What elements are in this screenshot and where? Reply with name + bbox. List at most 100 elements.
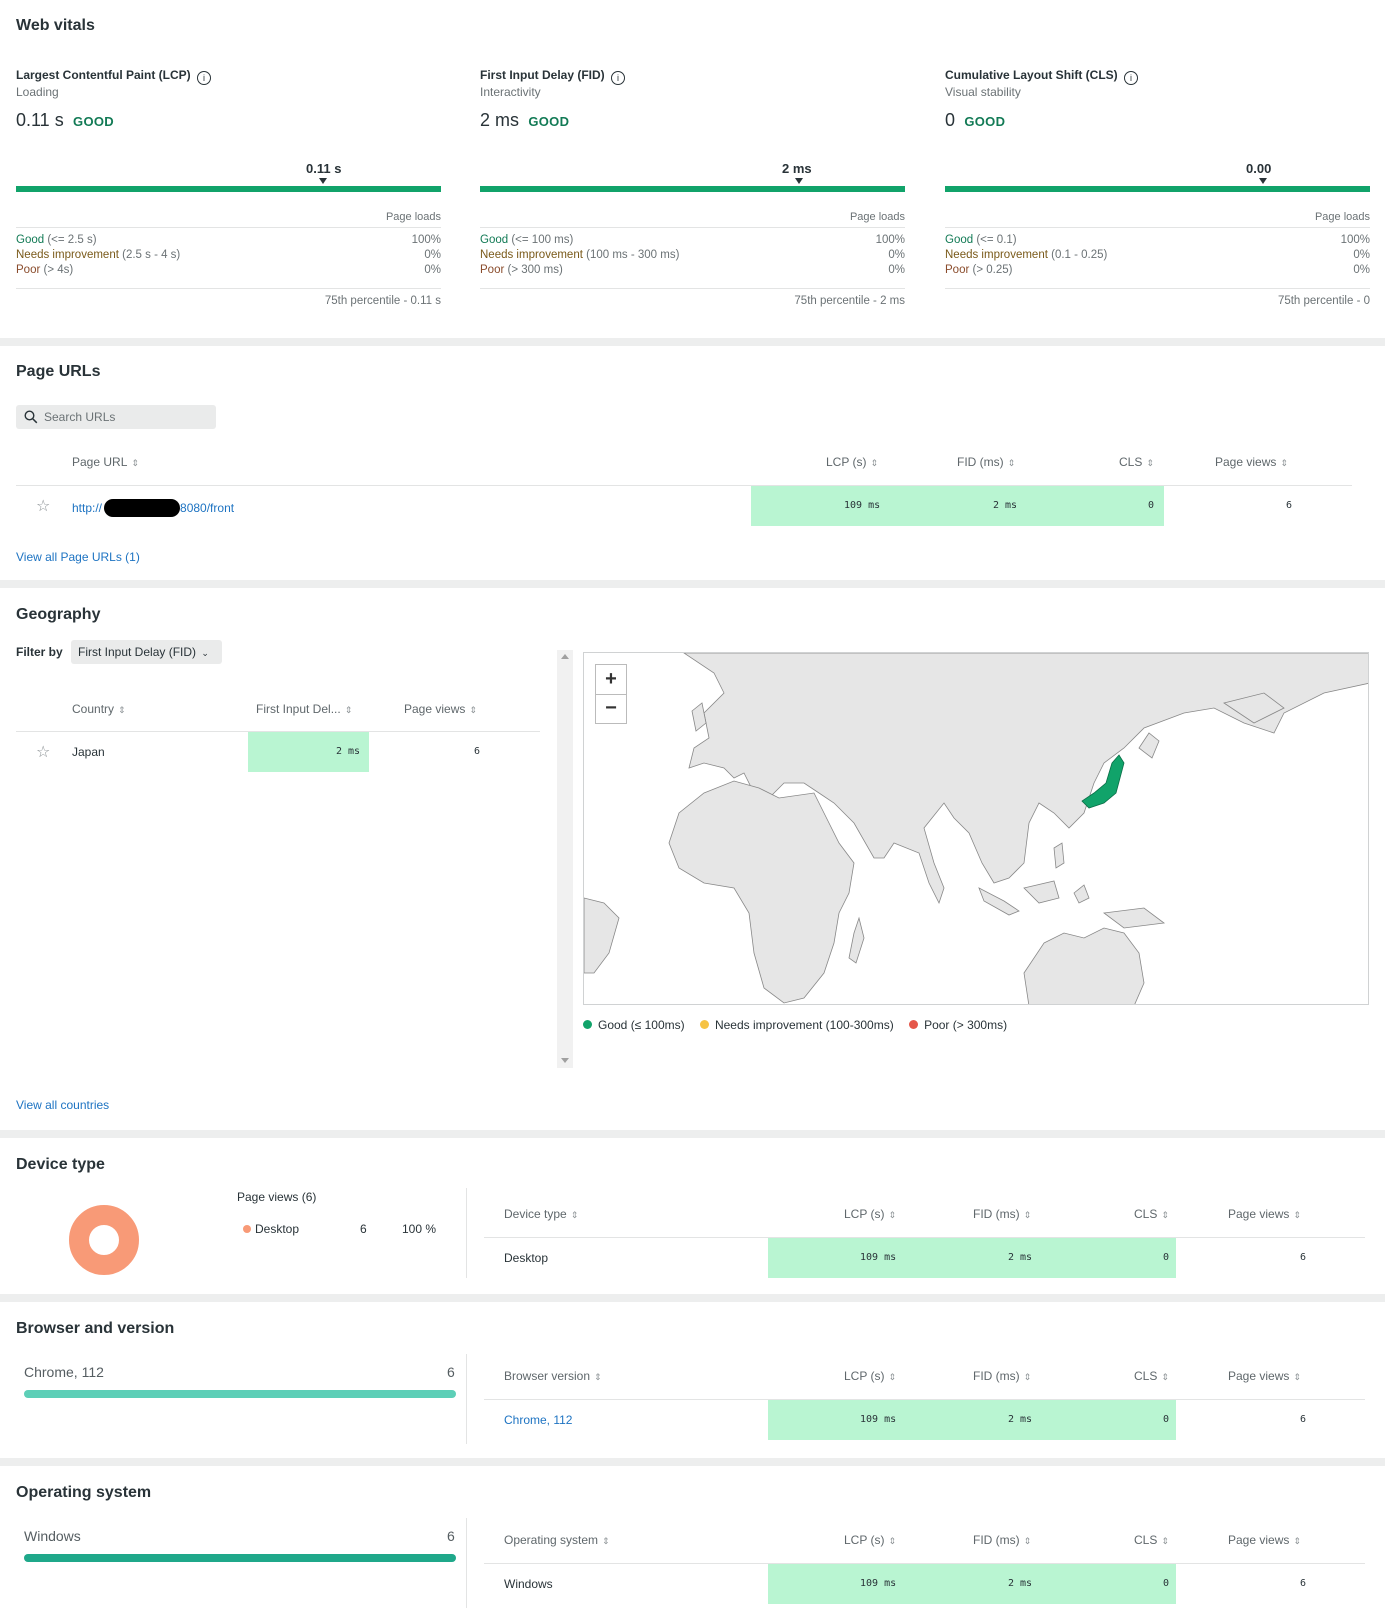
lcp-value: 109 ms	[860, 1252, 897, 1263]
needs-pct: 0%	[888, 249, 905, 261]
info-icon[interactable]: i	[197, 71, 212, 85]
table-row[interactable]: Chrome, 112 109 ms 2 ms 0 6	[484, 1400, 1365, 1440]
metric-cls: Cumulative Layout Shift (CLS) i Visual s…	[945, 66, 1370, 316]
page-loads-label: Page loads	[849, 211, 905, 223]
sort-icon: ⇕	[1280, 458, 1288, 468]
sort-icon: ⇕	[570, 1210, 579, 1220]
column-header-views[interactable]: Page views ⇕	[404, 702, 477, 716]
column-header-dim[interactable]: Device type ⇕	[504, 1207, 579, 1221]
url-link[interactable]: http://8080/front	[72, 499, 235, 517]
poor-label: Poor	[16, 264, 41, 276]
section-title: Geography	[16, 606, 101, 623]
column-header-url[interactable]: Page URL ⇕	[72, 455, 139, 469]
sort-icon: ⇕	[1293, 1372, 1301, 1382]
search-input[interactable]: Search URLs	[16, 405, 216, 429]
table-row[interactable]: Desktop 109 ms 2 ms 0 6	[484, 1238, 1365, 1278]
good-range: (<= 0.1)	[976, 234, 1017, 246]
bar-label: Chrome, 112	[24, 1364, 104, 1380]
star-icon[interactable]: ☆	[36, 498, 51, 515]
info-icon[interactable]: i	[611, 71, 626, 85]
view-all-urls-link[interactable]: View all Page URLs (1)	[16, 550, 140, 564]
column-header-views[interactable]: Page views ⇕	[1228, 1207, 1301, 1221]
needs-dot-icon	[699, 1020, 709, 1029]
column-header-fid[interactable]: FID (ms) ⇕	[973, 1207, 1032, 1221]
good-label: Good	[16, 234, 45, 246]
japan-region	[1081, 754, 1125, 809]
zoom-in-button[interactable]: +	[595, 664, 627, 694]
cls-value: 0	[1163, 1578, 1170, 1589]
metric-name: Cumulative Layout Shift (CLS)	[945, 68, 1118, 82]
views-value: 6	[1300, 1252, 1307, 1263]
lcp-value: 109 ms	[844, 500, 881, 511]
table-row[interactable]: ☆ http://8080/front 109 ms 2 ms 0 6	[16, 486, 1352, 526]
metric-value: 0.11 s	[16, 110, 64, 130]
metric-name: Largest Contentful Paint (LCP)	[16, 68, 191, 82]
sort-icon: ⇕	[1293, 1210, 1301, 1220]
column-header-cls[interactable]: CLS ⇕	[1119, 455, 1154, 469]
metric-subtitle: Loading	[16, 85, 59, 99]
cls-value: 0	[1148, 500, 1155, 511]
dim-value-link[interactable]: Chrome, 112	[504, 1413, 573, 1427]
fid-value: 2 ms	[1008, 1578, 1033, 1589]
table-row[interactable]: ☆ Japan 2 ms 6	[16, 732, 540, 772]
percentile-label: 75th percentile - 2 ms	[794, 295, 905, 307]
column-header-dim[interactable]: Operating system ⇕	[504, 1533, 610, 1547]
column-header-lcp[interactable]: LCP (s) ⇕	[844, 1207, 896, 1221]
cls-value: 0	[1163, 1414, 1170, 1425]
section-title: Operating system	[16, 1484, 152, 1501]
column-header-views[interactable]: Page views ⇕	[1228, 1369, 1301, 1383]
column-header-lcp[interactable]: LCP (s) ⇕	[844, 1533, 896, 1547]
section-title: Page URLs	[16, 363, 101, 380]
scrollbar[interactable]	[557, 650, 573, 1068]
view-all-countries-link[interactable]: View all countries	[16, 1098, 110, 1112]
good-range: (<= 2.5 s)	[47, 234, 97, 246]
views-value: 6	[1300, 1578, 1307, 1589]
fid-value: 2 ms	[1008, 1252, 1033, 1263]
column-header-cls[interactable]: CLS ⇕	[1134, 1207, 1169, 1221]
desktop-dot-icon	[243, 1225, 251, 1233]
poor-pct: 0%	[1353, 264, 1370, 276]
column-header-lcp[interactable]: LCP (s) ⇕	[826, 455, 878, 469]
column-header-cls[interactable]: CLS ⇕	[1134, 1533, 1169, 1547]
filter-value: First Input Delay (FID)	[78, 645, 197, 659]
marker-arrow-icon	[795, 178, 803, 184]
web-vitals-section: Web vitals Largest Contentful Paint (LCP…	[0, 0, 1385, 338]
column-header-fid[interactable]: FID (ms) ⇕	[973, 1369, 1032, 1383]
marker-label: 2 ms	[782, 161, 812, 176]
page-loads-label: Page loads	[1314, 211, 1370, 223]
sort-icon: ⇕	[1023, 1210, 1032, 1220]
column-header-fid[interactable]: First Input Del... ⇕	[256, 702, 353, 716]
column-header-country[interactable]: Country ⇕	[72, 702, 126, 716]
sort-icon: ⇕	[888, 1536, 896, 1546]
metric-fid: First Input Delay (FID) i Interactivity …	[480, 66, 905, 316]
needs-range: (2.5 s - 4 s)	[122, 249, 181, 261]
good-label: Good	[480, 234, 509, 246]
needs-range: (0.1 - 0.25)	[1051, 249, 1108, 261]
table-row[interactable]: Windows 109 ms 2 ms 0 6	[484, 1564, 1365, 1604]
column-header-views[interactable]: Page views ⇕	[1215, 455, 1288, 469]
world-map[interactable]: + −	[583, 652, 1369, 1005]
column-header-fid[interactable]: FID (ms) ⇕	[973, 1533, 1032, 1547]
star-icon[interactable]: ☆	[36, 744, 51, 761]
marker-arrow-icon	[319, 178, 327, 184]
views-value: 6	[1286, 500, 1293, 511]
geography-section: Geography Filter by First Input Delay (F…	[0, 588, 1385, 1130]
scroll-up-arrow-icon[interactable]	[561, 654, 569, 659]
section-title: Web vitals	[16, 17, 95, 34]
column-header-cls[interactable]: CLS ⇕	[1134, 1369, 1169, 1383]
metric-subtitle: Interactivity	[480, 85, 541, 99]
column-header-views[interactable]: Page views ⇕	[1228, 1533, 1301, 1547]
needs-pct: 0%	[424, 249, 441, 261]
zoom-out-button[interactable]: −	[595, 694, 627, 724]
marker-label: 0.11 s	[306, 161, 342, 176]
poor-pct: 0%	[424, 264, 441, 276]
column-header-lcp[interactable]: LCP (s) ⇕	[844, 1369, 896, 1383]
good-dot-icon	[583, 1020, 592, 1029]
scroll-down-arrow-icon[interactable]	[561, 1058, 569, 1063]
info-icon[interactable]: i	[1124, 71, 1139, 85]
column-header-dim[interactable]: Browser version ⇕	[504, 1369, 602, 1383]
sort-icon: ⇕	[594, 1372, 602, 1382]
views-value: 6	[1300, 1414, 1307, 1425]
column-header-fid[interactable]: FID (ms) ⇕	[957, 455, 1016, 469]
filter-dropdown[interactable]: First Input Delay (FID) ⌄	[71, 640, 222, 664]
